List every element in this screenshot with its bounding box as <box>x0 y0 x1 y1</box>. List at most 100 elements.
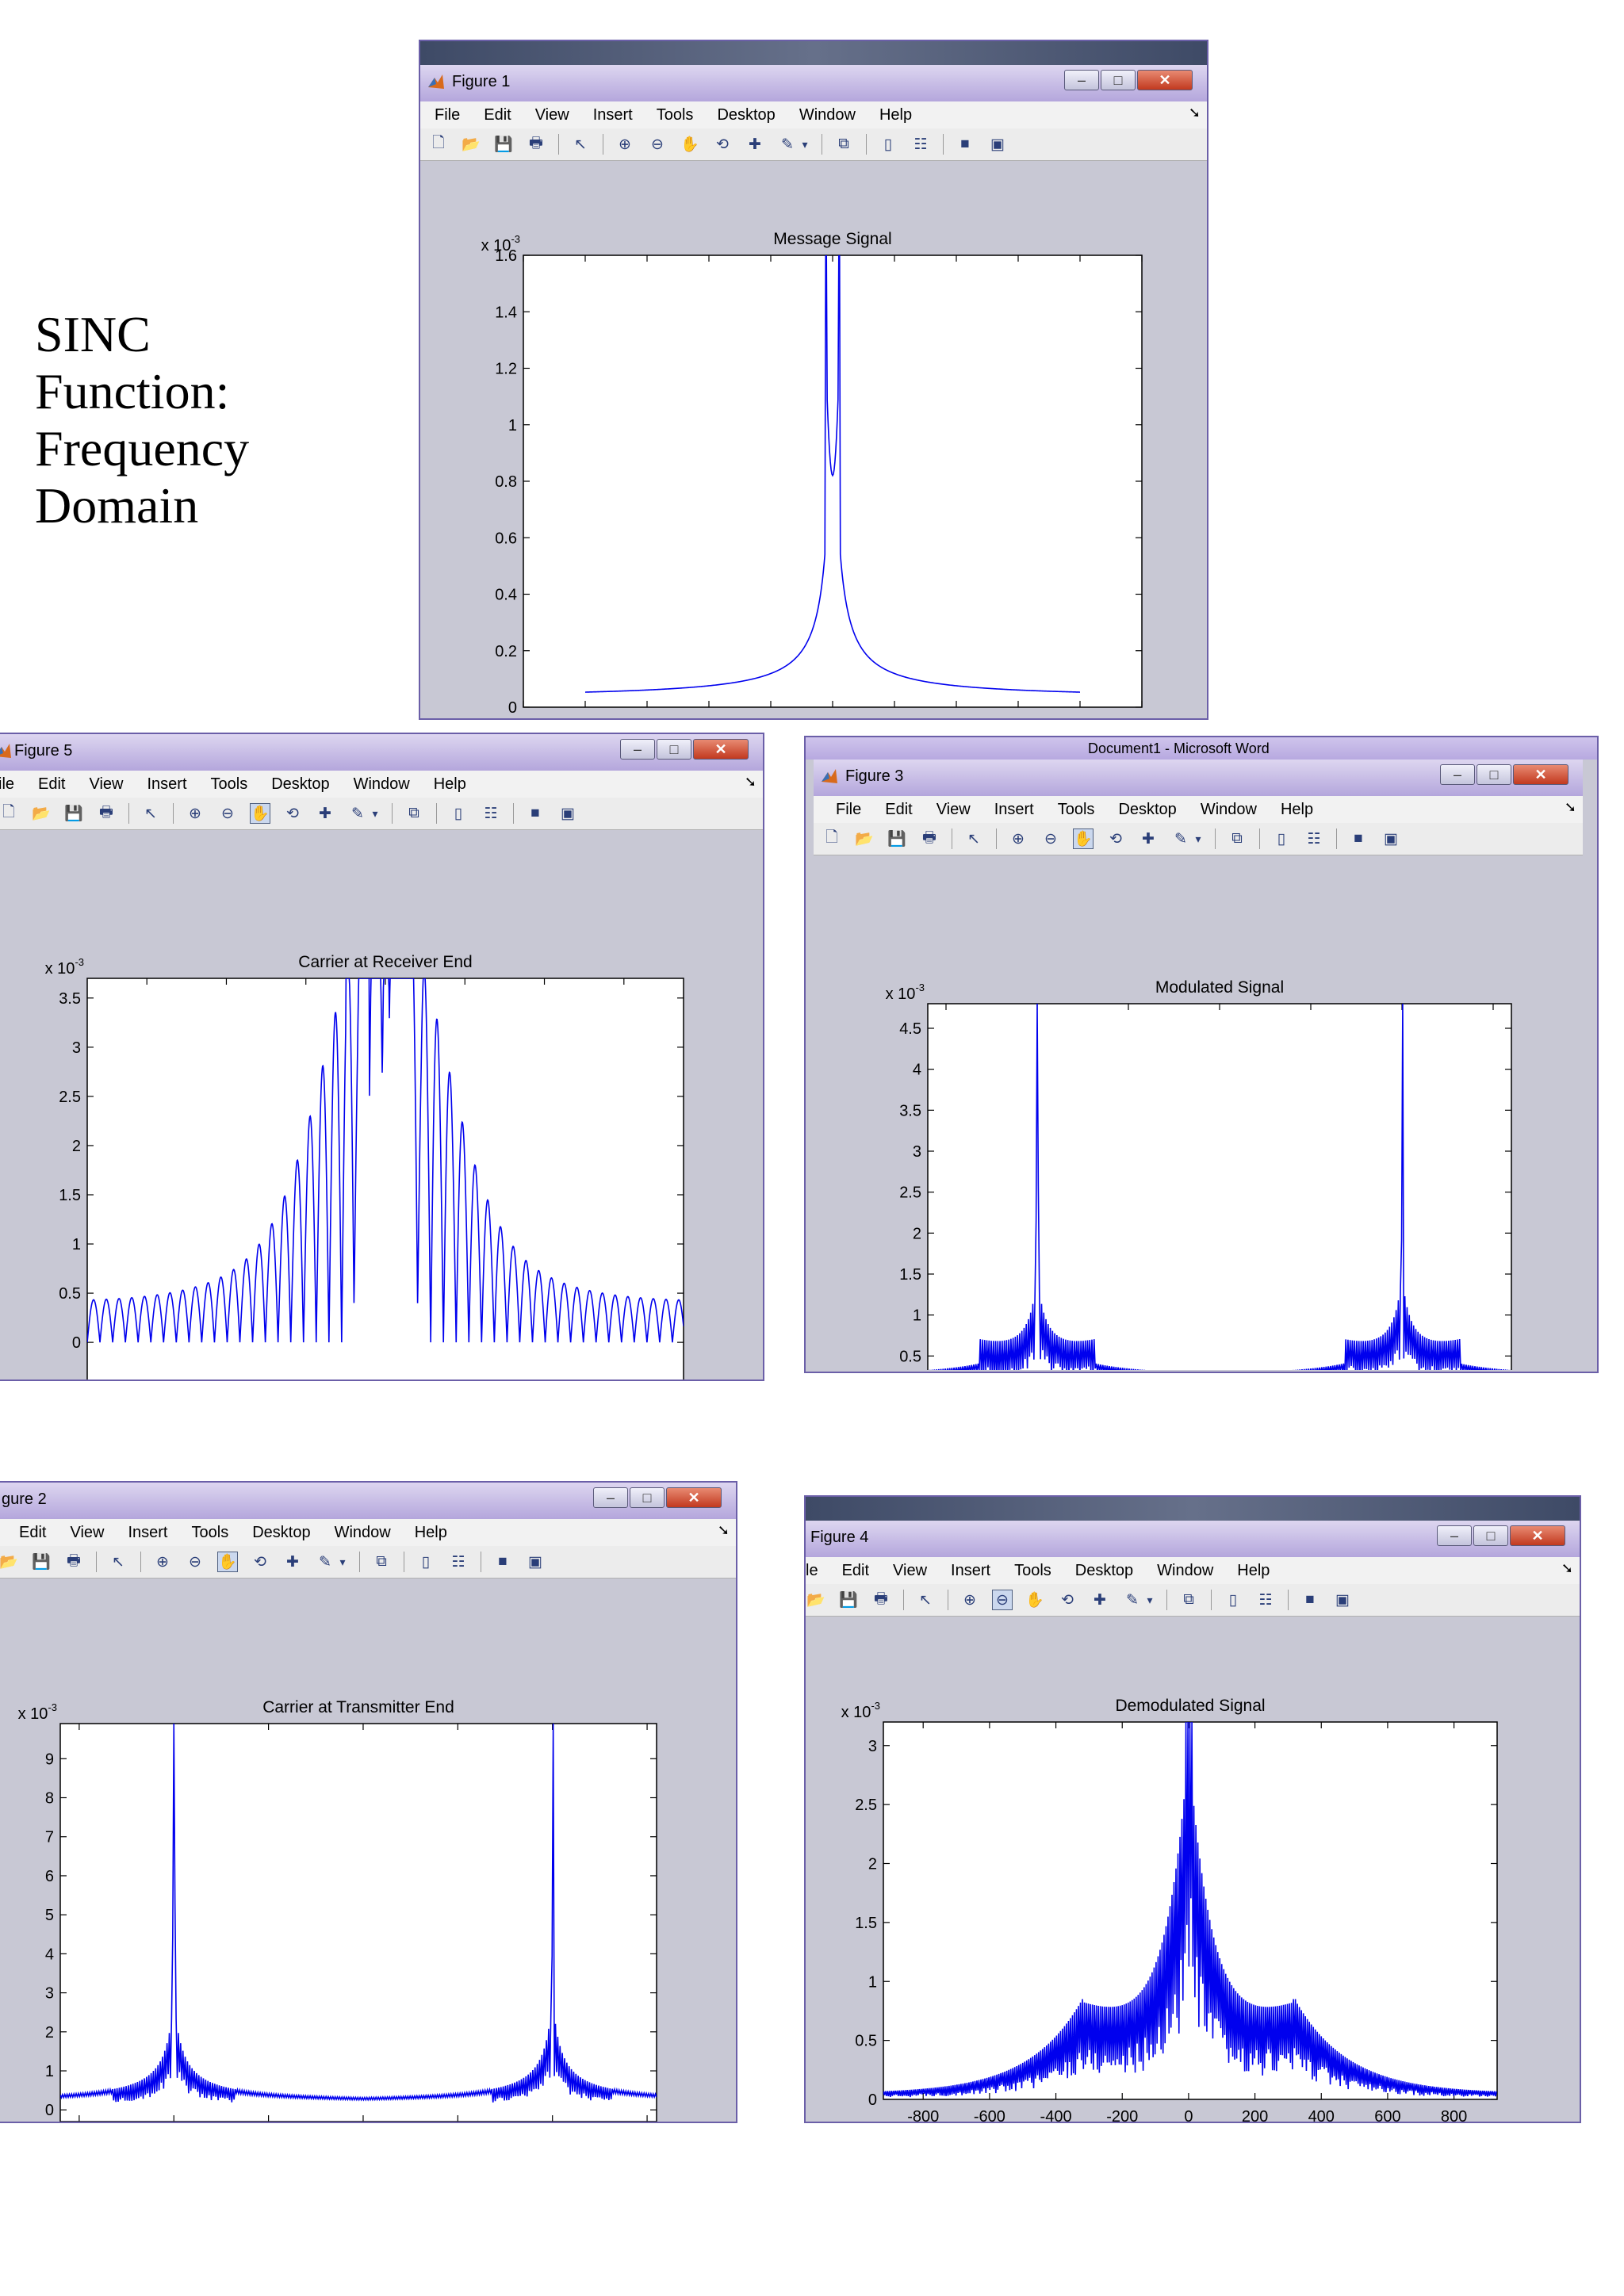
menu-edit[interactable]: Edit <box>19 1523 47 1541</box>
print-icon[interactable]: 🖶 <box>922 829 936 846</box>
brush-icon[interactable]: ✎ <box>781 136 794 153</box>
menu-view[interactable]: View <box>893 1561 928 1579</box>
menu-desktop[interactable]: Desktop <box>1118 800 1177 818</box>
zoom-in-icon[interactable]: ⊕ <box>619 136 631 153</box>
menu-insert[interactable]: Insert <box>592 105 633 124</box>
figure-1-title-bar[interactable]: Figure 1 – □ ✕ <box>420 65 1207 101</box>
close-button[interactable]: ✕ <box>1510 1525 1565 1546</box>
zoom-out-icon[interactable]: ⊖ <box>992 1590 1013 1610</box>
menu-desktop[interactable]: Desktop <box>252 1523 311 1541</box>
pan-icon[interactable]: ✋ <box>1073 828 1094 849</box>
menu-file[interactable]: File <box>435 105 461 124</box>
show-plot-tools-icon[interactable]: ▣ <box>1335 1591 1350 1609</box>
brush-dropdown-icon[interactable]: ▾ <box>1195 832 1201 845</box>
menu-edit[interactable]: Edit <box>841 1561 870 1579</box>
rotate-3d-icon[interactable]: ⟲ <box>254 1553 266 1571</box>
minimize-button[interactable]: – <box>593 1487 628 1508</box>
figure-2-title-bar[interactable]: gure 2 – □ ✕ <box>0 1483 736 1519</box>
rotate-3d-icon[interactable]: ⟲ <box>716 136 729 153</box>
colorbar-icon[interactable]: ▯ <box>883 136 893 153</box>
menu-dock-arrow-icon[interactable]: ➘ <box>744 774 756 790</box>
maximize-button[interactable]: □ <box>1473 1525 1508 1546</box>
new-figure-icon[interactable]: 🗋 <box>825 829 838 846</box>
pan-icon[interactable]: ✋ <box>1025 1592 1044 1609</box>
save-icon[interactable]: 💾 <box>64 806 83 822</box>
maximize-button[interactable]: □ <box>630 1487 665 1508</box>
show-plot-tools-icon[interactable]: ▣ <box>1384 830 1398 848</box>
pointer-icon[interactable]: ↖ <box>112 1553 124 1571</box>
pointer-icon[interactable]: ↖ <box>574 136 587 153</box>
zoom-in-icon[interactable]: ⊕ <box>189 805 201 822</box>
link-plot-icon[interactable]: ⧉ <box>408 805 419 821</box>
maximize-button[interactable]: □ <box>1477 764 1511 785</box>
menu-insert[interactable]: Insert <box>951 1561 991 1579</box>
menu-help[interactable]: Help <box>1280 800 1314 818</box>
save-icon[interactable]: 💾 <box>494 136 513 153</box>
menu-help[interactable]: Help <box>414 1523 447 1541</box>
menu-dock-arrow-icon[interactable]: ➘ <box>717 1522 730 1538</box>
menu-desktop[interactable]: Desktop <box>1074 1561 1134 1579</box>
menu-edit[interactable]: Edit <box>885 800 913 818</box>
zoom-out-icon[interactable]: ⊖ <box>1044 830 1057 848</box>
menu-file[interactable]: File <box>836 800 862 818</box>
menu-window[interactable]: Window <box>353 775 410 793</box>
link-plot-icon[interactable]: ⧉ <box>1231 830 1243 847</box>
minimize-button[interactable]: – <box>620 739 655 760</box>
maximize-button[interactable]: □ <box>1101 70 1136 90</box>
menu-view[interactable]: View <box>936 800 971 818</box>
pan-icon[interactable]: ✋ <box>217 1552 238 1572</box>
data-cursor-icon[interactable]: ✚ <box>319 805 331 822</box>
menu-tools[interactable]: Tools <box>1057 800 1095 818</box>
minimize-button[interactable]: – <box>1437 1525 1472 1546</box>
menu-help[interactable]: Help <box>879 105 913 124</box>
data-cursor-icon[interactable]: ✚ <box>286 1553 299 1571</box>
link-plot-icon[interactable]: ⧉ <box>1183 1591 1194 1608</box>
open-file-icon[interactable]: 📂 <box>0 1554 18 1571</box>
menu-window[interactable]: Window <box>799 105 856 124</box>
menu-help[interactable]: Help <box>1237 1561 1270 1579</box>
hide-plot-tools-icon[interactable]: ■ <box>1354 830 1363 847</box>
rotate-3d-icon[interactable]: ⟲ <box>1109 830 1122 848</box>
figure-3-title-bar[interactable]: Figure 3 – □ ✕ <box>814 760 1583 796</box>
menu-dock-arrow-icon[interactable]: ➘ <box>1561 1560 1573 1576</box>
figure-4-title-bar[interactable]: Figure 4 – □ ✕ <box>806 1521 1580 1557</box>
menu-file[interactable]: ile <box>0 775 15 793</box>
open-file-icon[interactable]: 📂 <box>806 1592 825 1609</box>
hide-plot-tools-icon[interactable]: ■ <box>960 136 970 152</box>
zoom-out-icon[interactable]: ⊖ <box>651 136 664 153</box>
brush-dropdown-icon[interactable]: ▾ <box>339 1555 346 1568</box>
minimize-button[interactable]: – <box>1064 70 1099 90</box>
brush-icon[interactable]: ✎ <box>1126 1591 1139 1609</box>
menu-help[interactable]: Help <box>433 775 466 793</box>
menu-view[interactable]: View <box>89 775 124 793</box>
menu-window[interactable]: Window <box>1200 800 1257 818</box>
data-cursor-icon[interactable]: ✚ <box>1142 830 1155 848</box>
pan-icon[interactable]: ✋ <box>680 136 699 153</box>
hide-plot-tools-icon[interactable]: ■ <box>498 1553 508 1570</box>
menu-dock-arrow-icon[interactable]: ➘ <box>1564 799 1576 815</box>
zoom-in-icon[interactable]: ⊕ <box>1012 830 1025 848</box>
legend-icon[interactable]: ☷ <box>1307 830 1321 848</box>
close-button[interactable]: ✕ <box>1137 70 1193 90</box>
zoom-in-icon[interactable]: ⊕ <box>156 1553 169 1571</box>
menu-insert[interactable]: Insert <box>994 800 1034 818</box>
brush-dropdown-icon[interactable]: ▾ <box>802 137 808 151</box>
menu-file[interactable]: le <box>806 1561 818 1579</box>
pan-icon[interactable]: ✋ <box>250 803 270 824</box>
brush-dropdown-icon[interactable]: ▾ <box>1147 1593 1153 1606</box>
data-cursor-icon[interactable]: ✚ <box>1094 1591 1106 1609</box>
close-button[interactable]: ✕ <box>1513 764 1568 785</box>
legend-icon[interactable]: ☷ <box>914 136 928 153</box>
menu-view[interactable]: View <box>534 105 569 124</box>
menu-window[interactable]: Window <box>1157 1561 1214 1579</box>
menu-view[interactable]: View <box>70 1523 105 1541</box>
close-button[interactable]: ✕ <box>666 1487 722 1508</box>
zoom-in-icon[interactable]: ⊕ <box>963 1591 976 1609</box>
hide-plot-tools-icon[interactable]: ■ <box>530 805 540 821</box>
menu-tools[interactable]: Tools <box>1014 1561 1051 1579</box>
rotate-3d-icon[interactable]: ⟲ <box>1061 1591 1074 1609</box>
link-plot-icon[interactable]: ⧉ <box>376 1553 387 1570</box>
menu-insert[interactable]: Insert <box>128 1523 168 1541</box>
link-plot-icon[interactable]: ⧉ <box>838 136 849 152</box>
show-plot-tools-icon[interactable]: ▣ <box>528 1553 542 1571</box>
